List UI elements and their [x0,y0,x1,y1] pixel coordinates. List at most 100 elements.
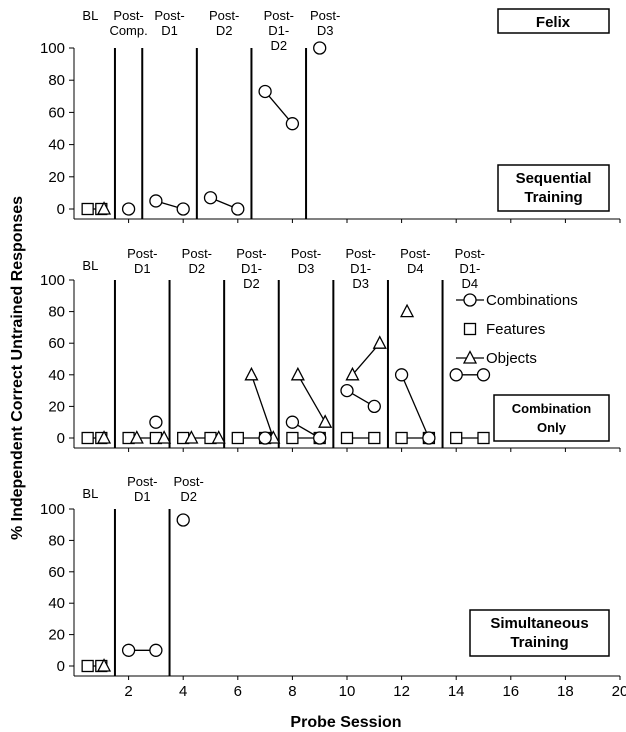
y-tick-label: 100 [40,40,65,57]
combinations-point [258,431,272,445]
phase-label-line: D2 [189,261,206,276]
phase-label-line: Post- [291,246,321,261]
phase-label-line: BL [82,258,98,273]
y-axis-title: % Independent Correct Untrained Response… [9,196,26,540]
subject-label-box [497,8,610,34]
phase-label-line: D3 [298,261,315,276]
x-tick-label: 14 [448,683,465,700]
y-tick-label: 40 [48,367,65,384]
phase-label-line: Post- [345,246,375,261]
phase-label-line: Post- [182,246,212,261]
condition-label: Sequential [516,170,592,187]
phase-label: BL [82,258,98,273]
phase-label-line: D2 [270,38,287,53]
y-tick-label: 80 [48,532,65,549]
phase-label-line: D1- [241,261,262,276]
phase-label: Post-D4 [400,246,430,276]
y-tick-label: 0 [57,658,65,675]
condition-label-box [497,164,610,212]
phase-label-line: Post- [400,246,430,261]
combinations-point [203,191,218,205]
y-tick-label: 0 [57,201,65,218]
legend: Combinations Features Objects [456,292,578,367]
condition-label: Training [510,634,568,651]
phase-label-line: D2 [243,276,260,291]
legend-combinations-label: Combinations [486,292,578,309]
phase-label-line: D4 [407,261,424,276]
legend-features-label: Features [486,321,545,338]
combinations-point [340,383,354,398]
phase-label-line: Post- [127,474,157,489]
objects-line [250,374,274,439]
features-point [395,431,408,445]
phase-label: Post-D1-D2 [236,246,266,291]
combinations-point [394,368,409,382]
features-point [81,202,94,216]
y-tick-label: 60 [48,564,65,581]
phase-label: Post-D1 [127,474,157,504]
phase-label-line: Post- [113,8,143,23]
phase-label-line: D1 [134,261,151,276]
y-tick-label: 80 [48,304,65,321]
objects-point [184,430,199,444]
y-tick-label: 60 [48,335,65,352]
phase-label-line: Post- [209,8,239,23]
phase-label-line: Post- [127,246,157,261]
condition-label-box [493,394,610,442]
objects-point [372,335,387,349]
objects-point [345,366,360,381]
objects-point [211,430,226,444]
x-tick-label: 10 [339,683,356,700]
y-tick-label: 80 [48,72,65,89]
panel-combination-only: 020406080100BLPost-D1Post-D2Post-D1-D2Po… [40,246,621,452]
phase-label-line: Post- [310,8,340,23]
combinations-line [401,374,430,439]
phase-label: Post-D2 [173,474,203,504]
x-axis-title: Probe Session [290,714,401,731]
x-tick-label: 4 [179,683,187,700]
phase-label-line: D1- [268,23,289,38]
phase-label-line: BL [82,486,98,501]
phase-label: Post-D3 [291,246,321,276]
y-tick-label: 20 [48,627,65,644]
objects-point [96,201,112,215]
phase-label-line: D1- [350,261,371,276]
objects-point [290,366,305,381]
y-tick-label: 40 [48,595,65,612]
objects-point [244,366,259,381]
features-point [286,431,299,445]
phase-label-line: D2 [216,23,233,38]
combinations-point [258,84,272,99]
phase-label: Post-D2 [182,246,212,276]
y-tick-label: 100 [40,272,65,289]
phase-label-line: D3 [352,276,369,291]
combinations-point [149,194,163,208]
features-point [477,431,490,445]
features-point [340,431,354,445]
legend-combinations-marker [463,293,477,307]
phase-label-line: Post- [173,474,203,489]
features-point [231,431,244,445]
y-tick-label: 0 [57,430,65,447]
combinations-point [476,368,491,382]
features-point [81,659,94,673]
combinations-point [449,368,463,382]
phase-label-line: Post- [264,8,294,23]
objects-point [96,658,112,672]
combinations-point [313,431,327,445]
phase-label: Post-D1 [154,8,184,38]
features-point [81,431,94,445]
phase-label: Post-D1-D3 [345,246,375,291]
subject-label: Felix [536,14,571,31]
x-tick-label: 18 [557,683,574,700]
phase-label: Post-D1-D2 [264,8,294,53]
combinations-line [264,91,293,125]
objects-point [129,430,144,444]
phase-label-line: D4 [462,276,479,291]
combinations-point [422,431,436,445]
combinations-point [231,202,245,216]
x-tick-label: 2 [124,683,132,700]
combinations-point [176,202,190,216]
